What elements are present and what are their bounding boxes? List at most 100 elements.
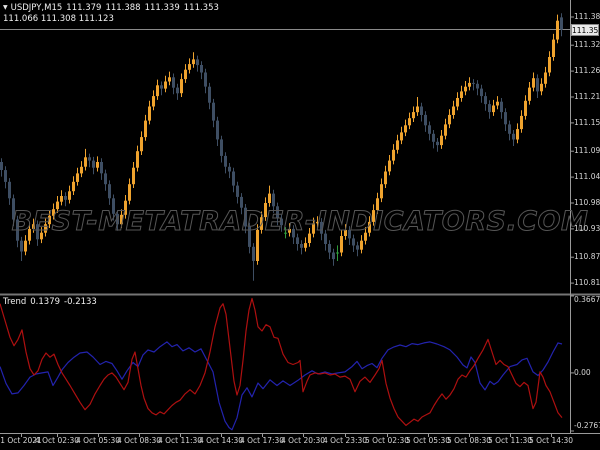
candle-body [528,87,531,101]
candle-body [332,252,335,260]
ohlc-close: 111.353 [183,3,219,13]
ohlc-low: 111.339 [144,3,180,13]
candle-body [136,151,139,168]
candle-body [160,85,163,89]
candle-body [400,132,403,141]
candle-body [360,240,363,250]
indicator-value-2: -0.2133 [64,297,97,307]
candle-body [496,101,499,106]
candle-body [348,229,351,239]
candle-body [96,162,99,168]
candle-body [436,141,439,146]
candle-body [368,221,371,233]
candle-body [488,104,491,113]
candle-body [420,106,423,115]
candle-body [492,105,495,113]
ohlc-open: 111.379 [66,3,102,13]
candle-body [232,171,235,186]
ohlc-high: 111.388 [105,3,141,13]
candle-body [532,78,535,88]
candle-body [448,114,451,125]
candle-body [168,77,171,82]
time-axis-label: 4 Oct 11:30 [157,436,203,445]
time-axis-label: 5 Oct 08:30 [446,436,492,445]
price-axis-label: 110.985 [574,198,600,207]
candle-body [76,173,79,182]
candle-body [4,170,7,182]
candle-body [164,81,167,89]
candle-body [224,155,227,167]
candle-body [68,191,71,200]
candle-body [180,79,183,94]
candle-body [336,252,339,254]
candle-body [524,100,527,116]
time-axis-label: 4 Oct 05:30 [75,436,121,445]
candle-body [36,224,39,240]
candle-body [500,101,503,113]
price-axis-label: 111.265 [574,66,600,75]
candle-body [480,88,483,97]
candle-body [204,72,207,87]
candle-body [356,245,359,250]
price-axis-label: 110.870 [574,252,600,261]
candle-body [472,82,475,84]
candle-body [560,17,563,30]
indicator-axis-label: 0.3667 [574,295,600,304]
candle-body [72,181,75,192]
candle-body [116,213,119,225]
candle-body [412,112,415,119]
candle-body [156,85,159,97]
candle-body [444,124,447,136]
time-axis-label: 1 Oct 2021 [0,436,42,445]
candle-body [424,114,427,126]
candle-body [88,157,91,161]
price-axis-label: 111.320 [574,40,600,49]
panel-separator [0,293,600,296]
candle-body [324,233,327,244]
candle-body [468,82,471,87]
price-axis-label: 111.040 [574,172,600,181]
candle-body [540,83,543,92]
symbol-period-label: USDJPY,M15 [10,3,63,13]
candle-body [376,198,379,211]
candle-body [20,240,23,252]
candle-body [288,228,291,233]
candle-body [316,221,319,224]
current-price-badge: 111.353 [571,24,600,36]
time-axis-label: 5 Oct 11:30 [487,436,533,445]
candle-body [280,218,283,226]
candle-body [60,196,63,202]
candle-body [92,160,95,168]
candle-body [16,219,19,241]
candle-body [64,196,67,200]
candle-body [228,166,231,172]
candle-body [220,139,223,156]
candle-body [404,125,407,133]
price-axis-label: 111.210 [574,92,600,101]
price-axis[interactable]: 111.353 111.380 111.320 111.265 111.210 111.… [570,0,600,433]
candle-body [556,20,559,40]
price-axis-label: 111.380 [574,12,600,21]
candle-body [40,232,43,240]
candle-body [520,115,523,130]
candle-body [244,207,247,227]
candle-body [328,244,331,253]
candle-body [440,135,443,146]
candle-body [456,98,459,107]
candle-body [148,106,151,121]
time-axis-label: 4 Oct 02:30 [34,436,80,445]
candle-body [236,185,239,197]
candle-body [300,244,303,248]
indicator-axis-label: 0.00 [574,368,591,377]
candle-body [12,198,15,220]
candle-body [196,59,199,66]
candle-body [188,64,191,70]
time-axis-label: 4 Oct 20:30 [280,436,326,445]
candle-body [296,237,299,244]
time-axis[interactable]: 1 Oct 2021 4 Oct 02:30 4 Oct 05:30 4 Oct 08… [0,433,600,450]
time-axis-label: 4 Oct 14:30 [198,436,244,445]
candle-body [256,229,259,261]
candle-body [8,181,11,199]
candle-body [460,91,463,98]
